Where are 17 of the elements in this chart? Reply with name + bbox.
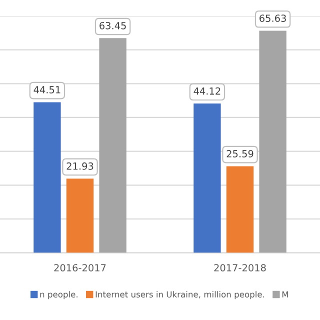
data-label: 63.45 (100, 22, 126, 30)
bar (66, 178, 94, 253)
bar (259, 30, 286, 253)
legend-label: M (282, 291, 288, 298)
data-label: 65.63 (260, 14, 286, 22)
bar (226, 166, 254, 253)
legend-label: Internet users in Ukraine, million people. (96, 291, 264, 300)
data-label: 21.93 (66, 162, 94, 170)
bar (194, 104, 221, 253)
data-label: 44.12 (194, 87, 220, 95)
bar (34, 102, 61, 253)
data-label: 44.51 (34, 86, 60, 94)
legend-label: n people. (40, 291, 78, 300)
data-label: 25.59 (226, 150, 254, 158)
x-tick-label: 2016-2017 (54, 264, 106, 272)
x-tick-label: 2017-2018 (214, 264, 266, 272)
bar (99, 38, 126, 253)
